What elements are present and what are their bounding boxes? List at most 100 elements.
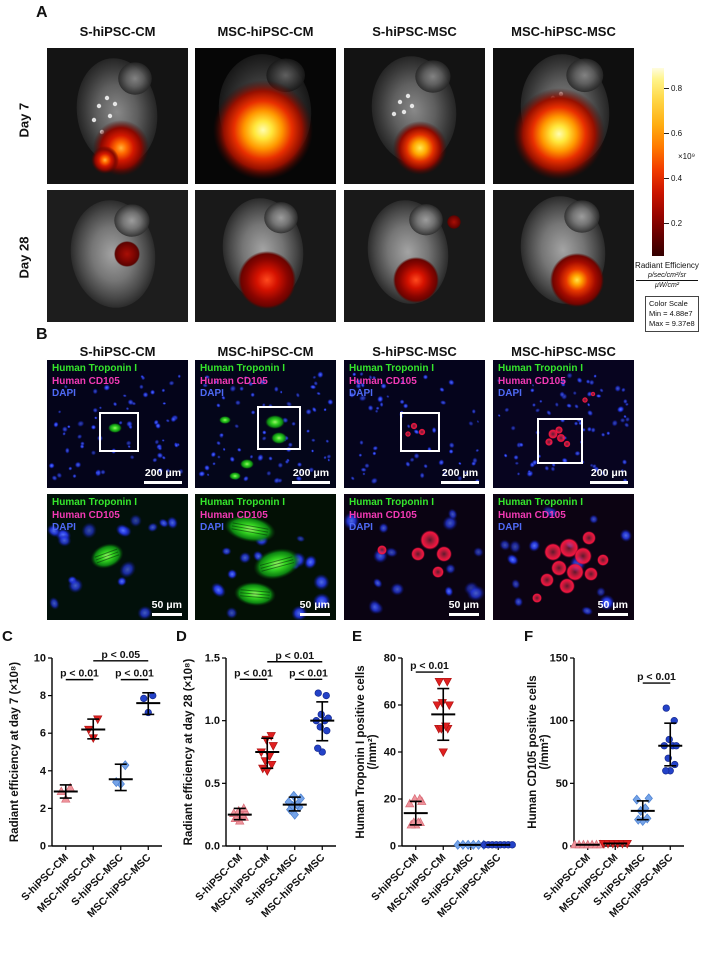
dapi-nucleus	[364, 463, 370, 469]
dapi-nucleus	[372, 445, 379, 451]
scatter-plot-D: 0.00.51.01.5S-hiPSC-CMMSC-hiPSC-CMS-hiPS…	[183, 650, 336, 920]
colorbar-tick-label: 0.8	[671, 84, 683, 93]
dapi-nucleus	[620, 468, 625, 472]
dapi-nucleus	[547, 507, 558, 519]
color-scale-title: Color Scale	[649, 299, 688, 308]
dapi-nucleus	[464, 471, 468, 475]
dapi-nucleus	[378, 522, 389, 534]
dapi-nucleus	[586, 426, 592, 432]
dapi-nucleus	[250, 392, 256, 398]
dapi-nucleus	[152, 457, 158, 463]
heart-image-day7-S-hiPSC-CM	[47, 48, 188, 184]
scale-bar: 50 μm	[151, 599, 182, 616]
dapi-nucleus	[376, 395, 384, 403]
y-tick-label: 40	[384, 747, 396, 759]
heart-image-day7-MSC-hiPSC-MSC	[493, 48, 634, 184]
dapi-label: DAPI	[52, 522, 76, 533]
dapi-nucleus	[296, 462, 303, 468]
dapi-nucleus	[370, 477, 378, 485]
fluoro-image-row1-MSC-hiPSC-MSC: Human Troponin I Human CD105 DAPI 200 μm	[493, 360, 634, 488]
dapi-nucleus	[90, 450, 97, 456]
panel-a-column-title-1: MSC-hiPSC-CM	[217, 24, 314, 39]
panel-b-column-title-0: S-hiPSC-CM	[79, 344, 156, 359]
dapi-nucleus	[92, 407, 98, 413]
dapi-nucleus	[468, 420, 474, 427]
data-point	[267, 760, 277, 770]
dapi-nucleus	[380, 382, 387, 390]
tissue-speck	[112, 101, 118, 107]
data-point	[662, 704, 670, 712]
dapi-nucleus	[210, 451, 217, 458]
dapi-nucleus	[219, 432, 224, 438]
cd105-label: Human CD105	[52, 509, 120, 521]
dapi-nucleus	[257, 453, 264, 462]
dapi-nucleus	[211, 582, 226, 598]
y-axis-label: Human CD105 positive cells(/mm²)	[527, 675, 551, 828]
data-point	[121, 760, 130, 771]
dapi-nucleus	[225, 607, 238, 619]
scale-bar-line	[144, 480, 182, 484]
dapi-nucleus	[296, 535, 306, 543]
dapi-nucleus	[372, 375, 377, 380]
dapi-nucleus	[168, 380, 175, 386]
dapi-nucleus	[566, 403, 572, 409]
dapi-nucleus	[471, 408, 476, 415]
scale-bar: 200 μm	[292, 467, 330, 484]
dapi-nucleus	[234, 399, 241, 406]
heart-image-day7-S-hiPSC-MSC	[344, 48, 485, 184]
heart-atrium	[409, 204, 443, 236]
panel-label-f: F	[524, 628, 534, 645]
heart-body	[70, 200, 156, 308]
dapi-nucleus	[423, 463, 428, 469]
radiance-hotspot	[114, 241, 140, 267]
dapi-nucleus	[92, 388, 98, 395]
dapi-nucleus	[157, 467, 164, 474]
colorbar-units-denominator: µW/cm²	[636, 280, 698, 289]
fluoro-image-canvas	[47, 514, 178, 620]
data-point	[671, 760, 679, 769]
dapi-nucleus	[49, 596, 60, 610]
heart-image-day28-MSC-hiPSC-MSC	[493, 190, 634, 322]
dapi-nucleus	[51, 475, 58, 481]
row-label-day28: Day 28	[16, 236, 32, 279]
data-point	[632, 794, 641, 805]
dapi-nucleus	[529, 388, 535, 393]
dapi-nucleus	[621, 459, 628, 465]
scale-bar: 50 μm	[300, 599, 330, 616]
panel-b-column-title-1: MSC-hiPSC-CM	[217, 344, 314, 359]
dapi-nucleus	[198, 470, 206, 477]
y-axis-label: Human Troponin I positive cells(/mm²)	[355, 665, 379, 838]
significance-label: p < 0.01	[115, 668, 154, 680]
y-tick-label: 6	[40, 728, 46, 740]
scale-bar-text: 200 μm	[144, 466, 182, 479]
dapi-nucleus	[589, 514, 599, 524]
cd105-stain	[566, 563, 584, 581]
dapi-nucleus	[137, 605, 153, 620]
data-point	[432, 701, 442, 711]
dapi-nucleus	[405, 461, 411, 468]
troponin-label: Human Troponin I	[498, 363, 583, 374]
dapi-nucleus	[118, 420, 123, 425]
y-tick-label: 80	[384, 653, 396, 665]
scale-bar-line	[151, 612, 182, 616]
dapi-nucleus	[586, 391, 593, 397]
dapi-nucleus	[362, 472, 366, 476]
cd105-stain	[582, 397, 588, 403]
tissue-speck	[104, 95, 110, 101]
data-point	[322, 691, 330, 700]
troponin-label: Human Troponin I	[498, 497, 583, 508]
dapi-nucleus	[476, 419, 480, 424]
dapi-nucleus	[53, 421, 59, 428]
data-point	[317, 710, 325, 719]
dapi-nucleus	[142, 391, 149, 398]
dapi-nucleus	[165, 418, 170, 423]
dapi-nucleus	[72, 473, 77, 479]
dapi-nucleus	[587, 409, 594, 417]
scale-bar: 200 μm	[144, 466, 182, 484]
y-tick-label: 0	[390, 841, 396, 853]
dapi-nucleus	[527, 469, 531, 474]
fluoro-image-canvas	[344, 508, 485, 615]
dapi-nucleus	[458, 461, 462, 466]
dapi-nucleus	[622, 398, 628, 405]
